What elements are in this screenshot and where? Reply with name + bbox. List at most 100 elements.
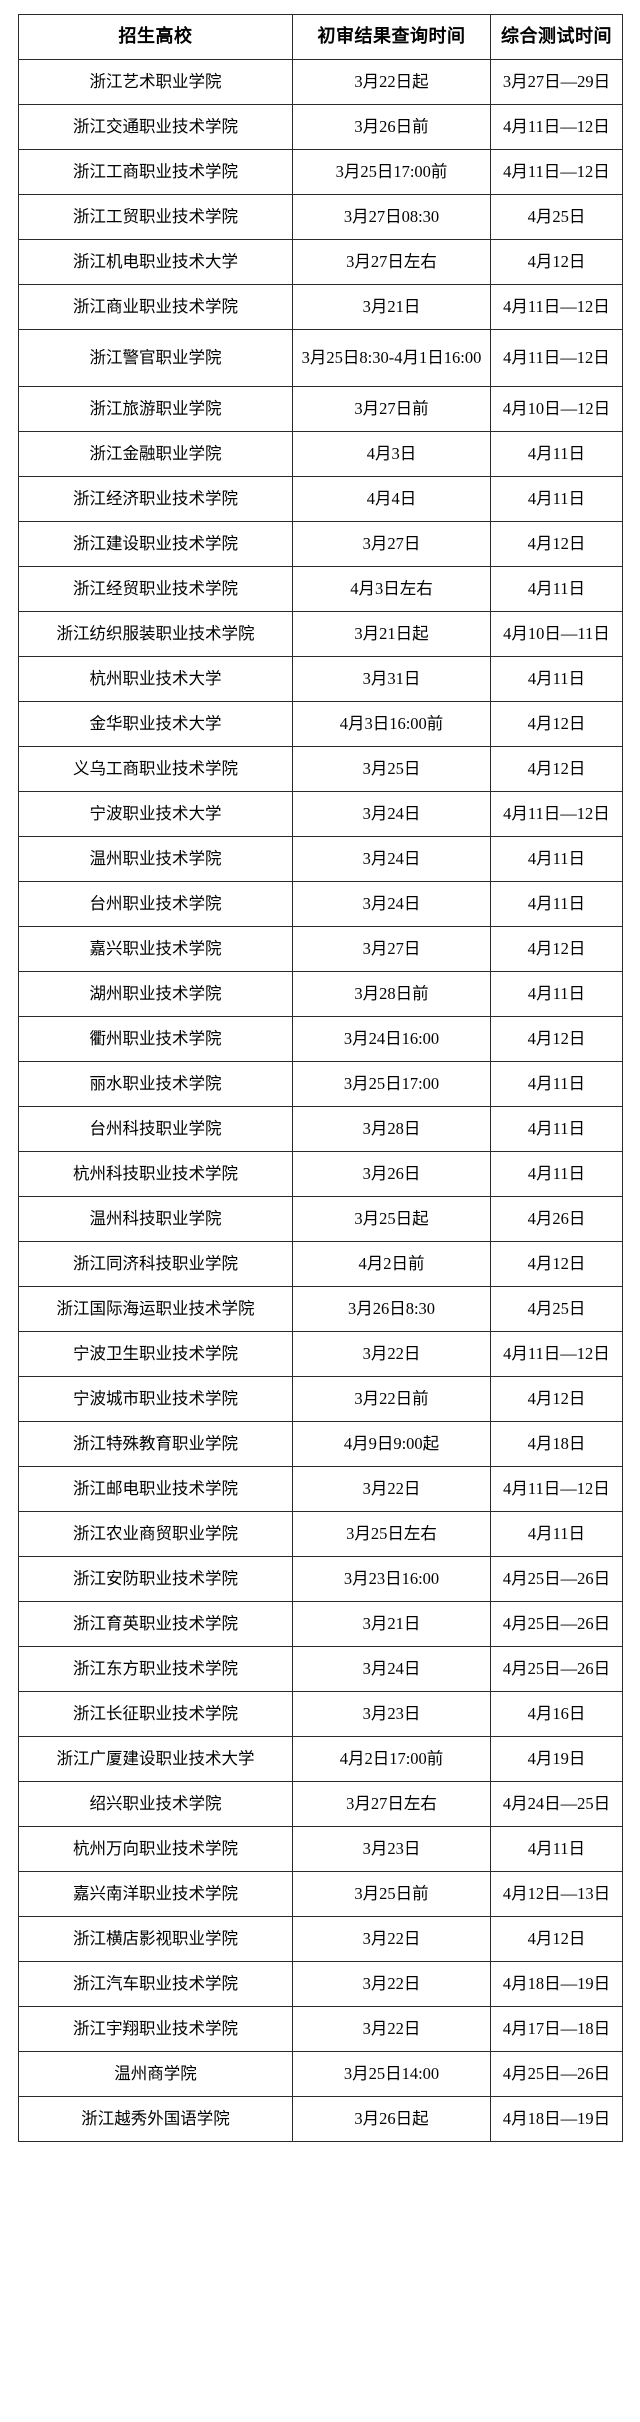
table-row: 浙江国际海运职业技术学院 3月26日8:30 4月25日 [18,1286,623,1332]
document-page: 招生高校 初审结果查询时间 综合测试时间 浙江艺术职业学院 3月22日起 3月27日… [18,14,623,2142]
table-row: 温州科技职业学院 3月25日起 4月26日 [18,1196,623,1242]
cell-review-time: 3月25日17:00前 [292,149,491,195]
cell-school-name: 杭州科技职业技术学院 [18,1151,293,1197]
cell-school-name: 温州科技职业学院 [18,1196,293,1242]
cell-school-name: 温州商学院 [18,2051,293,2097]
cell-review-time: 3月26日起 [292,2096,491,2142]
cell-test-time: 4月11日 [490,656,623,702]
cell-school-name: 浙江育英职业技术学院 [18,1601,293,1647]
cell-school-name: 浙江横店影视职业学院 [18,1916,293,1962]
cell-school-name: 杭州万向职业技术学院 [18,1826,293,1872]
cell-review-time: 3月27日08:30 [292,194,491,240]
table-row: 浙江越秀外国语学院 3月26日起 4月18日—19日 [18,2096,623,2142]
cell-school-name: 杭州职业技术大学 [18,656,293,702]
header-row: 招生高校 初审结果查询时间 综合测试时间 [18,14,623,60]
cell-test-time: 4月25日 [490,1286,623,1332]
cell-school-name: 浙江机电职业技术大学 [18,239,293,285]
cell-school-name: 浙江邮电职业技术学院 [18,1466,293,1512]
cell-review-time: 3月24日 [292,836,491,882]
cell-school-name: 浙江金融职业学院 [18,431,293,477]
cell-test-time: 4月19日 [490,1736,623,1782]
cell-review-time: 3月22日 [292,1331,491,1377]
cell-review-time: 3月21日 [292,1601,491,1647]
cell-school-name: 台州职业技术学院 [18,881,293,927]
cell-test-time: 4月11日 [490,1106,623,1152]
cell-review-time: 4月4日 [292,476,491,522]
table-row: 宁波职业技术大学 3月24日 4月11日—12日 [18,791,623,837]
column-header-review-time: 初审结果查询时间 [292,14,491,60]
cell-test-time: 4月25日—26日 [490,1646,623,1692]
cell-review-time: 3月24日 [292,1646,491,1692]
cell-review-time: 4月3日左右 [292,566,491,612]
cell-review-time: 3月26日前 [292,104,491,150]
table-row: 浙江金融职业学院 4月3日 4月11日 [18,431,623,477]
cell-school-name: 浙江特殊教育职业学院 [18,1421,293,1467]
cell-test-time: 4月18日—19日 [490,2096,623,2142]
table-row: 浙江商业职业技术学院 3月21日 4月11日—12日 [18,284,623,330]
cell-school-name: 宁波城市职业技术学院 [18,1376,293,1422]
cell-school-name: 浙江经贸职业技术学院 [18,566,293,612]
cell-school-name: 嘉兴南洋职业技术学院 [18,1871,293,1917]
cell-test-time: 4月10日—12日 [490,386,623,432]
cell-review-time: 4月3日16:00前 [292,701,491,747]
cell-test-time: 4月11日—12日 [490,791,623,837]
cell-review-time: 3月22日 [292,1961,491,2007]
cell-school-name: 浙江国际海运职业技术学院 [18,1286,293,1332]
cell-test-time: 4月11日—12日 [490,1331,623,1377]
table-body: 浙江艺术职业学院 3月22日起 3月27日—29日 浙江交通职业技术学院 3月26日前 4… [18,59,623,2142]
cell-test-time: 4月11日 [490,476,623,522]
cell-test-time: 4月25日—26日 [490,1556,623,1602]
cell-school-name: 浙江经济职业技术学院 [18,476,293,522]
table-row: 浙江旅游职业学院 3月27日前 4月10日—12日 [18,386,623,432]
cell-review-time: 3月23日16:00 [292,1556,491,1602]
cell-review-time: 4月2日前 [292,1241,491,1287]
cell-school-name: 浙江警官职业学院 [18,329,293,387]
cell-school-name: 宁波职业技术大学 [18,791,293,837]
cell-school-name: 浙江建设职业技术学院 [18,521,293,567]
cell-school-name: 金华职业技术大学 [18,701,293,747]
table-row: 宁波城市职业技术学院 3月22日前 4月12日 [18,1376,623,1422]
table-row: 金华职业技术大学 4月3日16:00前 4月12日 [18,701,623,747]
column-header-test-time: 综合测试时间 [490,14,623,60]
cell-test-time: 4月18日—19日 [490,1961,623,2007]
cell-school-name: 湖州职业技术学院 [18,971,293,1017]
cell-review-time: 3月27日 [292,521,491,567]
cell-test-time: 4月11日 [490,566,623,612]
cell-review-time: 3月24日16:00 [292,1016,491,1062]
cell-test-time: 4月11日 [490,836,623,882]
cell-review-time: 3月25日14:00 [292,2051,491,2097]
cell-review-time: 3月25日17:00 [292,1061,491,1107]
table-row: 嘉兴职业技术学院 3月27日 4月12日 [18,926,623,972]
table-row: 温州职业技术学院 3月24日 4月11日 [18,836,623,882]
table-row: 浙江横店影视职业学院 3月22日 4月12日 [18,1916,623,1962]
cell-school-name: 浙江长征职业技术学院 [18,1691,293,1737]
cell-review-time: 3月25日左右 [292,1511,491,1557]
table-row: 浙江建设职业技术学院 3月27日 4月12日 [18,521,623,567]
table-row: 浙江经济职业技术学院 4月4日 4月11日 [18,476,623,522]
cell-review-time: 3月27日左右 [292,239,491,285]
cell-review-time: 4月9日9:00起 [292,1421,491,1467]
cell-test-time: 4月26日 [490,1196,623,1242]
cell-test-time: 4月12日 [490,239,623,285]
cell-test-time: 4月12日 [490,701,623,747]
cell-review-time: 3月23日 [292,1826,491,1872]
cell-review-time: 3月22日起 [292,59,491,105]
cell-test-time: 4月11日 [490,881,623,927]
cell-school-name: 温州职业技术学院 [18,836,293,882]
cell-school-name: 浙江旅游职业学院 [18,386,293,432]
table-row: 杭州科技职业技术学院 3月26日 4月11日 [18,1151,623,1197]
table-row: 浙江宇翔职业技术学院 3月22日 4月17日—18日 [18,2006,623,2052]
cell-test-time: 4月12日 [490,1016,623,1062]
cell-review-time: 3月25日 [292,746,491,792]
cell-school-name: 浙江东方职业技术学院 [18,1646,293,1692]
table-row: 浙江广厦建设职业技术大学 4月2日17:00前 4月19日 [18,1736,623,1782]
cell-school-name: 绍兴职业技术学院 [18,1781,293,1827]
cell-test-time: 4月25日—26日 [490,1601,623,1647]
table-header: 招生高校 初审结果查询时间 综合测试时间 [18,14,623,60]
cell-test-time: 4月11日 [490,1061,623,1107]
cell-review-time: 3月26日8:30 [292,1286,491,1332]
table-row: 浙江经贸职业技术学院 4月3日左右 4月11日 [18,566,623,612]
cell-test-time: 4月12日 [490,1376,623,1422]
cell-school-name: 衢州职业技术学院 [18,1016,293,1062]
cell-school-name: 浙江广厦建设职业技术大学 [18,1736,293,1782]
